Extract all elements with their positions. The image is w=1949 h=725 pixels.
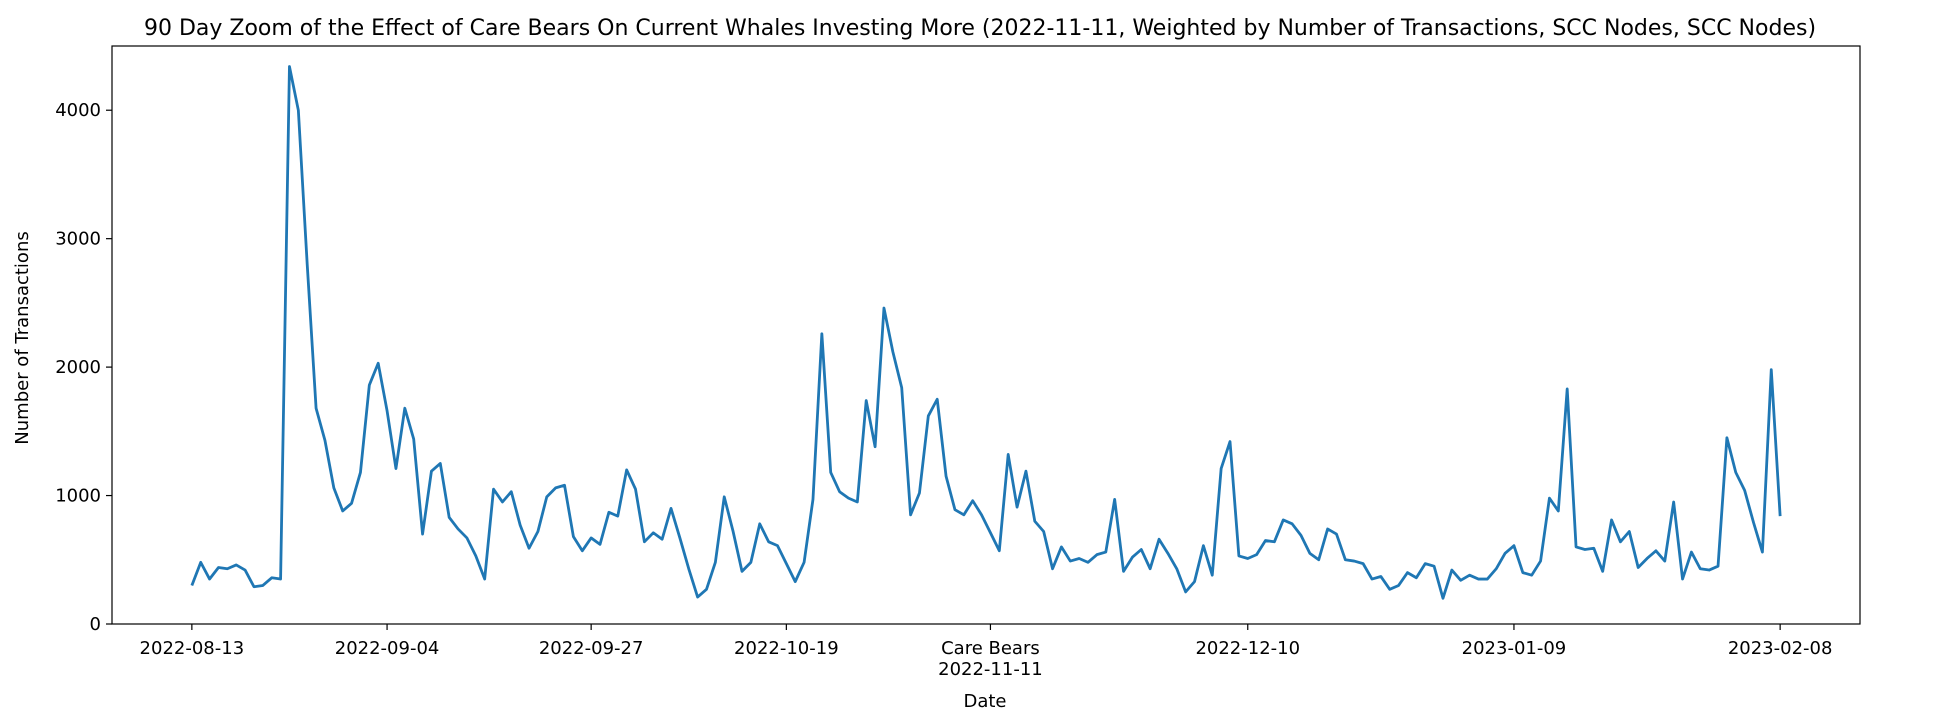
- y-axis: 0 1000 2000 3000 4000: [55, 100, 112, 635]
- y-axis-label: Number of Transactions: [12, 231, 33, 444]
- x-tick-label: 2022-10-19: [734, 638, 839, 659]
- x-axis: 2022-08-13 2022-09-04 2022-09-27 2022-10-19…: [140, 624, 1833, 680]
- chart-title: 90 Day Zoom of the Effect of Care Bears …: [144, 16, 1816, 41]
- y-tick-label: 2000: [55, 357, 101, 378]
- x-tick-label: 2023-02-08: [1728, 638, 1833, 659]
- x-tick-label: 2022-09-04: [335, 638, 440, 659]
- y-tick-label: 1000: [55, 486, 101, 507]
- x-tick-label: 2023-01-09: [1462, 638, 1567, 659]
- x-tick-label: 2022-08-13: [140, 638, 245, 659]
- y-tick-label: 0: [90, 614, 101, 635]
- x-tick-annotation: Care Bears: [941, 638, 1040, 659]
- plot-area: [111, 45, 1861, 625]
- y-tick-label: 3000: [55, 229, 101, 250]
- x-tick-label: 2022-12-10: [1195, 638, 1300, 659]
- x-tick-label: 2022-11-11: [938, 659, 1043, 680]
- x-tick-label: 2022-09-27: [539, 638, 644, 659]
- x-axis-label: Date: [963, 691, 1006, 712]
- series-line-0: [190, 65, 1782, 600]
- y-tick-label: 4000: [55, 100, 101, 121]
- plot-frame: [111, 45, 1861, 625]
